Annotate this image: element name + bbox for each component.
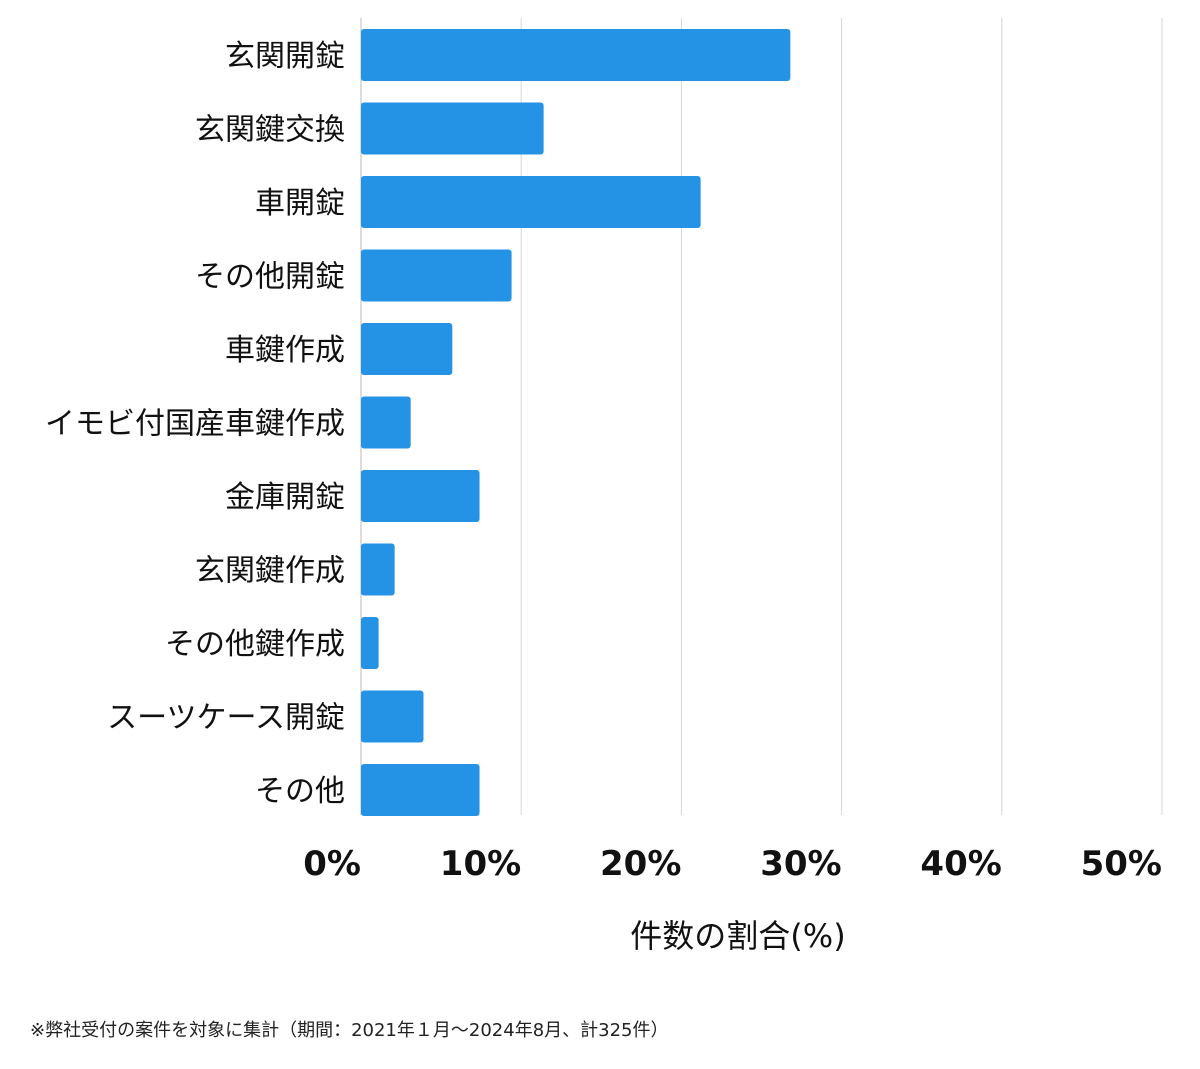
- y-tick-label: 車開錠: [255, 186, 345, 221]
- y-tick-label: その他鍵作成: [165, 627, 345, 662]
- y-tick-label: スーツケース開錠: [107, 701, 345, 736]
- x-tick-label: 50%: [1081, 844, 1162, 884]
- bar: [361, 323, 453, 375]
- bar: [361, 29, 791, 81]
- y-tick-label: 車鍵作成: [225, 333, 345, 368]
- y-tick-label: その他開錠: [195, 260, 345, 295]
- x-tick-label: 10%: [440, 844, 521, 884]
- x-tick-label: 40%: [920, 844, 1001, 884]
- y-tick-label: 玄関開錠: [225, 39, 345, 74]
- y-tick-label: その他: [255, 774, 345, 809]
- bar: [361, 249, 512, 302]
- x-axis-title: 件数の割合(%): [630, 917, 845, 955]
- bar: [361, 102, 544, 155]
- y-tick-label: 玄関鍵作成: [195, 554, 345, 589]
- x-tick-label: 30%: [760, 844, 841, 884]
- y-tick-label: 玄関鍵交換: [195, 113, 345, 148]
- x-tick-label: 0%: [303, 844, 361, 884]
- bar: [361, 690, 424, 743]
- y-tick-label: イモビ付国産車鍵作成: [45, 407, 345, 442]
- bar: [361, 617, 379, 669]
- bar: [361, 396, 411, 449]
- bar: [361, 764, 480, 816]
- x-tick-label: 20%: [600, 844, 681, 884]
- bar-chart: 0% 10% 20% 30% 40% 50% 玄関開錠玄関鍵交換車開錠その他開錠車鍵作成イモ…: [45, 18, 1163, 955]
- y-tick-label: 金庫開錠: [225, 480, 345, 515]
- bar: [361, 470, 480, 522]
- footnote: ※弊社受付の案件を対象に集計（期間：2021年１月〜2024年8月、計325件）: [30, 1020, 669, 1041]
- bar: [361, 543, 395, 596]
- bar: [361, 176, 701, 228]
